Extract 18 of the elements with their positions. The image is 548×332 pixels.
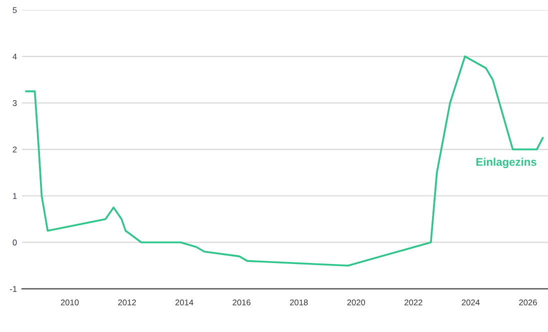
x-tick-label: 2010	[60, 299, 79, 306]
x-tick-label: 2024	[462, 299, 480, 306]
y-tick-label: 1	[13, 193, 17, 199]
y-tick-label: 5	[12, 7, 17, 14]
y-tick-label: 4	[12, 54, 17, 60]
y-tick-label: -1	[10, 286, 17, 292]
y-tick-label: 2	[12, 146, 17, 152]
x-tick-label: 2022	[404, 299, 422, 306]
line-series	[25, 56, 544, 267]
x-tick-label: 2016	[232, 299, 250, 306]
x-tick-label: 2014	[175, 299, 194, 306]
x-tick-label: 2018	[290, 299, 308, 306]
x-tick-label: 2026	[519, 299, 537, 306]
y-tick-label: 3	[12, 100, 17, 106]
x-tick-label: 2012	[118, 299, 136, 306]
y-tick-label: 0	[12, 240, 17, 246]
x-tick-label: 2020	[347, 299, 366, 306]
series-label: Einlagezins	[476, 158, 536, 168]
